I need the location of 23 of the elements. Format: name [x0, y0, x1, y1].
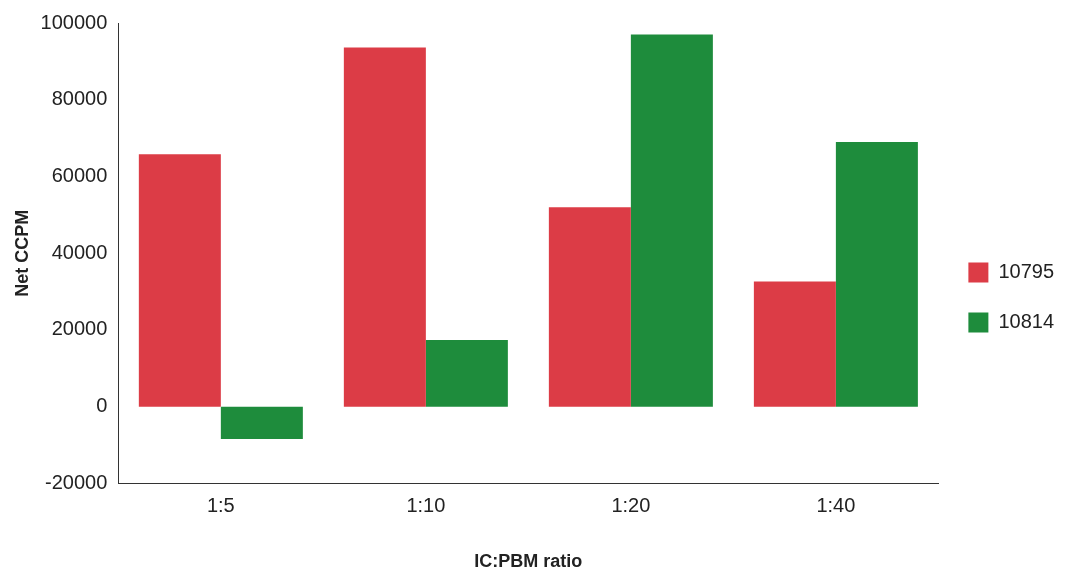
- y-tick-label: 60000: [51, 163, 108, 186]
- y-tick-label: 100000: [40, 10, 108, 33]
- x-axis-title: IC:PBM ratio: [474, 551, 583, 572]
- x-tick-label: 1:10: [406, 493, 446, 516]
- x-tick-label: 1:20: [611, 493, 651, 516]
- bar: [220, 406, 303, 439]
- legend-label: 10795: [998, 260, 1055, 283]
- y-tick-label: 80000: [51, 87, 108, 110]
- bar: [835, 141, 918, 407]
- bar: [425, 339, 508, 407]
- bar: [138, 154, 221, 407]
- x-tick-label: 1:5: [206, 493, 235, 516]
- y-tick-label: 40000: [51, 240, 108, 263]
- y-tick-label: 20000: [51, 317, 108, 340]
- bar: [343, 47, 426, 407]
- bar: [630, 34, 713, 407]
- y-tick-label: 0: [96, 394, 108, 417]
- bar: [753, 281, 836, 407]
- x-tick-label: 1:40: [816, 493, 856, 516]
- legend-label: 10814: [998, 310, 1055, 333]
- y-axis-title: Net CCPM: [11, 209, 32, 297]
- bar: [548, 207, 631, 407]
- y-tick-label: -20000: [45, 470, 108, 493]
